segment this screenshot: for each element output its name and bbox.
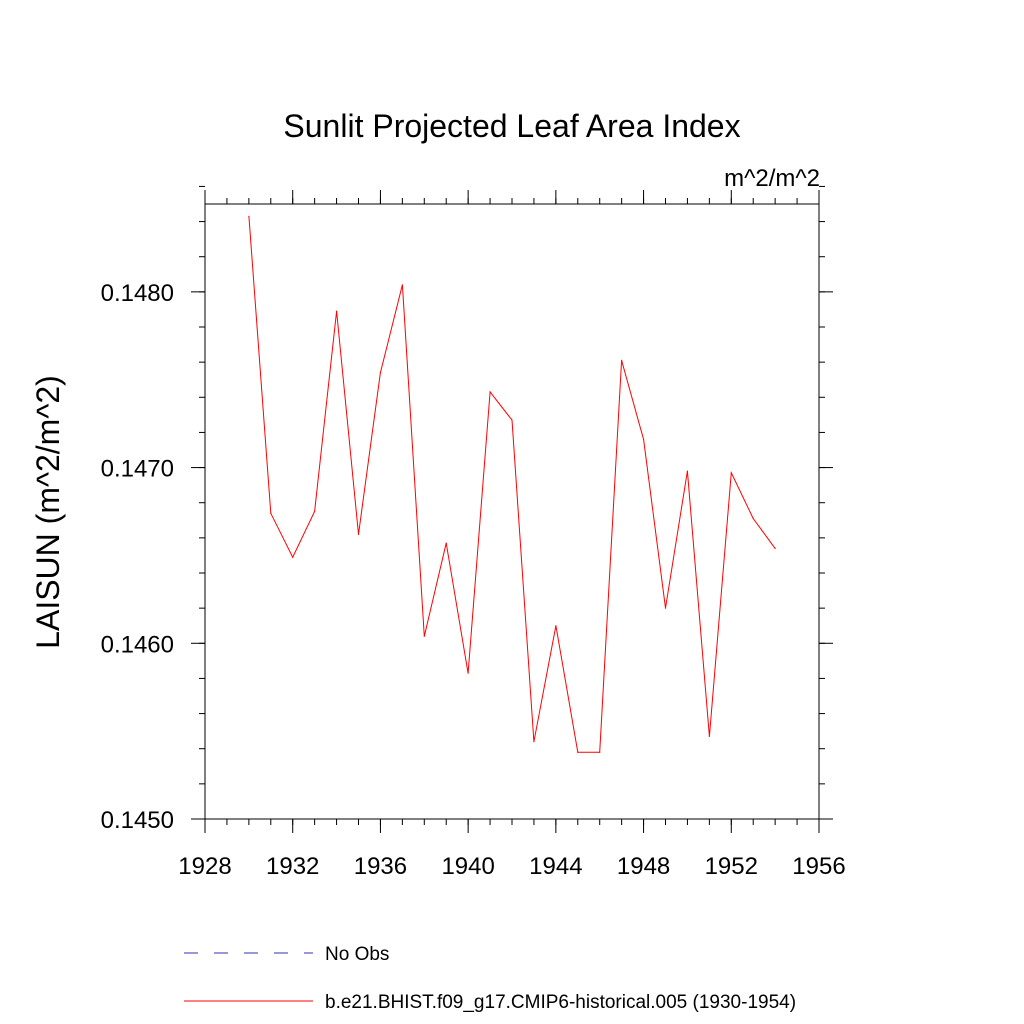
x-tick-label: 1928 bbox=[178, 853, 231, 880]
y-tick-label: 0.1480 bbox=[101, 280, 174, 307]
data-point bbox=[357, 533, 360, 535]
data-point bbox=[335, 310, 338, 312]
data-point bbox=[511, 419, 513, 421]
data-point bbox=[621, 359, 623, 361]
data-point bbox=[248, 215, 250, 217]
data-point bbox=[752, 517, 754, 520]
data-point bbox=[533, 741, 535, 743]
data-point bbox=[292, 556, 294, 558]
data-point bbox=[270, 512, 272, 514]
x-axis-ticks: 1928 1932 1936 1940 1944 1948 1952 1956 bbox=[178, 190, 846, 880]
data-point bbox=[314, 510, 316, 513]
data-point bbox=[599, 751, 601, 753]
legend-label-0: No Obs bbox=[325, 944, 389, 965]
chart-title: Sunlit Projected Leaf Area Index bbox=[283, 108, 740, 144]
y-tick-label: 0.1470 bbox=[101, 456, 174, 483]
y-axis-ticks: 0.1450 0.1460 0.1470 0.1480 bbox=[101, 185, 833, 834]
data-point bbox=[445, 542, 447, 544]
series-line-0 bbox=[248, 216, 776, 753]
data-point bbox=[642, 438, 645, 441]
data-point bbox=[467, 672, 469, 674]
legend-label-1: b.e21.BHIST.f09_g17.CMIP6-historical.005… bbox=[325, 992, 796, 1013]
y-tick-label: 0.1460 bbox=[101, 631, 174, 658]
data-point bbox=[774, 547, 776, 550]
data-point bbox=[489, 391, 491, 393]
data-point bbox=[730, 472, 732, 474]
legend: No Obs b.e21.BHIST.f09_g17.CMIP6-historic… bbox=[184, 944, 796, 1013]
x-tick-label: 1940 bbox=[441, 853, 494, 880]
plot-frame bbox=[204, 203, 820, 820]
data-point bbox=[708, 735, 710, 738]
series-layer bbox=[248, 215, 776, 753]
x-tick-label: 1944 bbox=[529, 853, 582, 880]
y-axis-label: LAISUN (m^2/m^2) bbox=[30, 375, 66, 649]
data-point bbox=[664, 607, 667, 609]
x-tick-label: 1932 bbox=[266, 853, 319, 880]
units-label: m^2/m^2 bbox=[724, 165, 820, 192]
x-tick-label: 1952 bbox=[705, 853, 758, 880]
x-tick-label: 1948 bbox=[617, 853, 670, 880]
data-point bbox=[555, 625, 557, 627]
x-tick-label: 1956 bbox=[792, 853, 845, 880]
data-point bbox=[401, 284, 403, 286]
y-tick-label: 0.1450 bbox=[101, 807, 174, 834]
data-point bbox=[686, 470, 689, 472]
data-point bbox=[423, 635, 425, 637]
data-point bbox=[577, 751, 579, 753]
data-point bbox=[379, 372, 382, 374]
x-tick-label: 1936 bbox=[354, 853, 407, 880]
